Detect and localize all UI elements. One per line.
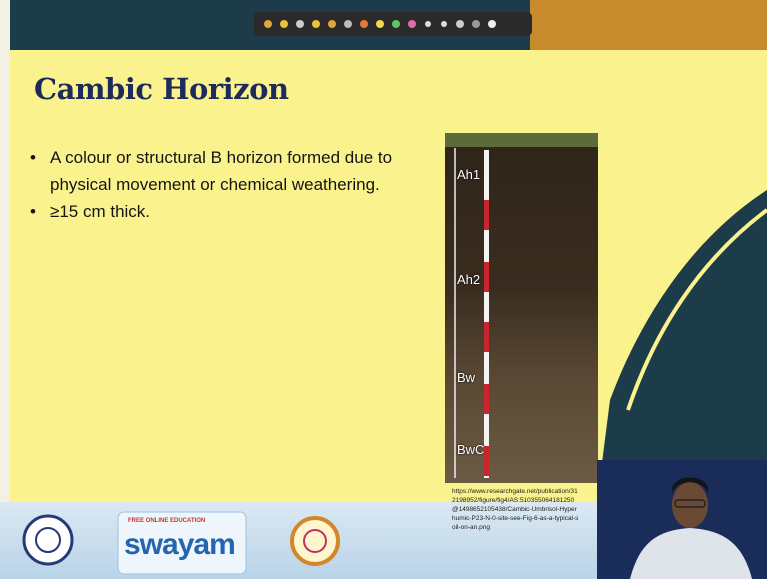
slide-page: {"slide": {"title": "Cambic Horizon", "b… [0,0,767,579]
nptel-logo [292,518,338,564]
horizon-label: Ah2 [457,272,480,287]
logo-tagline: FREE ONLINE EDUCATION [128,518,205,524]
soil-photo [445,133,598,483]
ruler [484,150,489,478]
soil-grass [445,133,598,147]
bullet-list: A colour or structural B horizon formed … [30,144,440,225]
image-caption: https://www.researchgate.net/publication… [452,487,580,532]
toolbar-icons [264,20,496,28]
horizon-label: Bw [457,370,475,385]
slide-title: Cambic Horizon [34,72,289,106]
bullet: A colour or structural B horizon formed … [30,144,440,198]
top-accent [530,0,767,50]
iit-logo [24,516,72,564]
horizon-label: BwC [457,442,484,457]
horizon-label: Ah1 [457,167,480,182]
logo-name: swayam [124,528,235,562]
bullet: ≥15 cm thick. [30,198,440,225]
